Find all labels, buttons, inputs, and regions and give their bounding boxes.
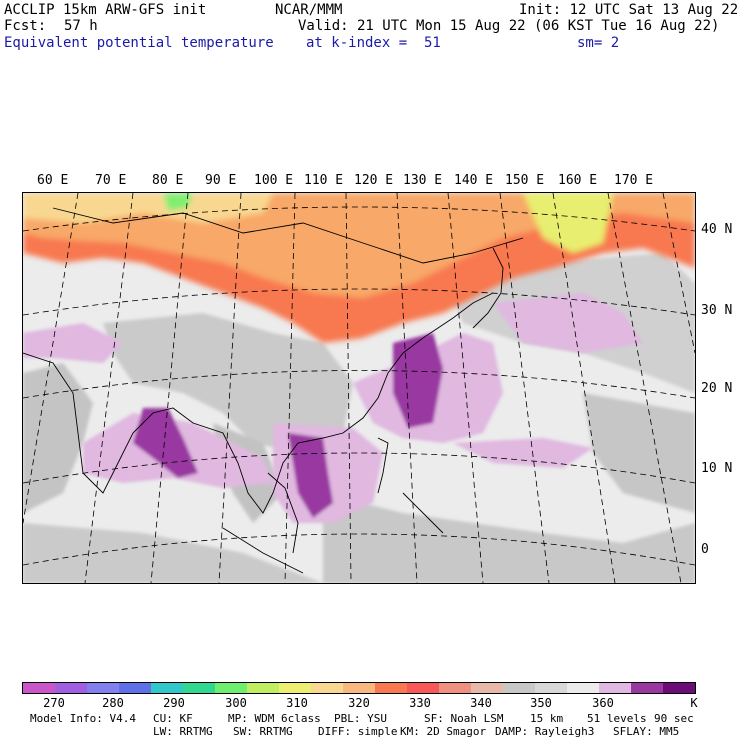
lon-label: 160 E xyxy=(558,173,598,188)
colorbar-swatch xyxy=(311,683,343,693)
footer-sf: SF: Noah LSM xyxy=(424,712,504,725)
colorbar-tick: 270 xyxy=(43,696,65,710)
colorbar-tick: 280 xyxy=(102,696,124,710)
lon-label: 140 E xyxy=(454,173,494,188)
lon-label: 100 E xyxy=(254,173,294,188)
footer-levels: 51 levels xyxy=(587,712,647,725)
colorbar-swatch xyxy=(567,683,599,693)
colorbar-tick: 340 xyxy=(470,696,492,710)
init-time: Init: 12 UTC Sat 13 Aug 22 xyxy=(519,2,739,18)
lon-label: 90 E xyxy=(205,173,237,188)
lon-label: 110 E xyxy=(304,173,344,188)
theta-e-map xyxy=(22,192,696,584)
colorbar xyxy=(22,682,696,694)
footer-model-info: Model Info: V4.4 xyxy=(30,712,136,725)
fcst-label: Fcst: xyxy=(4,18,47,34)
footer-mp: MP: WDM 6class xyxy=(228,712,321,725)
colorbar-unit: K xyxy=(690,696,698,710)
colorbar-swatch xyxy=(631,683,663,693)
graticule xyxy=(23,193,695,583)
colorbar-swatch xyxy=(471,683,503,693)
colorbar-swatch xyxy=(535,683,567,693)
footer-lw: LW: RRTMG xyxy=(153,725,213,738)
colorbar-swatch xyxy=(663,683,695,693)
gray-regions xyxy=(23,253,695,583)
model-title: ACCLIP 15km ARW-GFS init xyxy=(4,2,207,18)
colorbar-swatch xyxy=(119,683,151,693)
lon-label: 70 E xyxy=(95,173,127,188)
colorbar-swatch xyxy=(151,683,183,693)
fcst-value: 57 h xyxy=(64,18,98,34)
level-label: at k-index = 51 xyxy=(306,35,441,51)
lat-label: 20 N xyxy=(701,381,733,396)
valid-time: Valid: 21 UTC Mon 15 Aug 22 (06 KST Tue … xyxy=(298,18,720,34)
footer-pbl: PBL: YSU xyxy=(334,712,387,725)
footer-diff: DIFF: simple xyxy=(318,725,398,738)
lon-label: 80 E xyxy=(152,173,184,188)
colorbar-tick: 310 xyxy=(286,696,308,710)
colorbar-tick: 320 xyxy=(348,696,370,710)
colorbar-tick: 300 xyxy=(225,696,247,710)
footer-cu: CU: KF xyxy=(153,712,193,725)
colorbar-swatch xyxy=(439,683,471,693)
lat-label: 30 N xyxy=(701,303,733,318)
footer-sflay: SFLAY: MM5 xyxy=(613,725,680,738)
colorbar-swatch xyxy=(407,683,439,693)
colorbar-swatch xyxy=(55,683,87,693)
colorbar-tick: 290 xyxy=(163,696,185,710)
colorbar-swatch xyxy=(343,683,375,693)
lon-label: 130 E xyxy=(403,173,443,188)
colorbar-tick: 350 xyxy=(530,696,552,710)
colorbar-tick: 360 xyxy=(592,696,614,710)
footer-km: KM: 2D Smagor xyxy=(400,725,487,738)
colorbar-swatch xyxy=(375,683,407,693)
lon-label: 150 E xyxy=(505,173,545,188)
colorbar-swatch xyxy=(215,683,247,693)
field-name: Equivalent potential temperature xyxy=(4,35,274,51)
lon-label: 120 E xyxy=(354,173,394,188)
colorbar-swatch xyxy=(279,683,311,693)
coastlines xyxy=(23,207,524,574)
lon-label: 60 E xyxy=(37,173,69,188)
colorbar-swatch xyxy=(87,683,119,693)
footer-resolution: 15 km xyxy=(530,712,564,725)
footer-timestep: 90 sec xyxy=(654,712,694,725)
map-svg xyxy=(23,193,695,583)
colorbar-swatch xyxy=(23,683,55,693)
warm-band xyxy=(23,193,695,343)
footer-sw: SW: RRTMG xyxy=(233,725,293,738)
smoothing-label: sm= 2 xyxy=(577,35,620,51)
lat-label: 40 N xyxy=(701,222,733,237)
org-label: NCAR/MMM xyxy=(275,2,343,18)
lat-label: 10 N xyxy=(701,461,733,476)
lat-label: 0 xyxy=(701,542,709,557)
colorbar-tick: 330 xyxy=(409,696,431,710)
colorbar-swatch xyxy=(503,683,535,693)
colorbar-swatch xyxy=(247,683,279,693)
lon-label: 170 E xyxy=(614,173,654,188)
colorbar-swatch xyxy=(183,683,215,693)
footer-damp: DAMP: Rayleigh3 xyxy=(495,725,595,738)
colorbar-swatch xyxy=(599,683,631,693)
